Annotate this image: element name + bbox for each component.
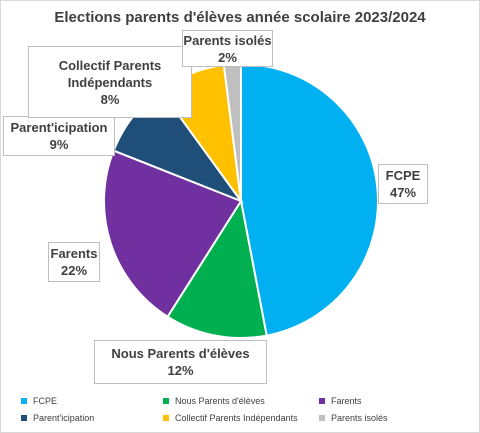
data-label-value: 8% — [100, 91, 120, 107]
data-label-value: 47% — [389, 185, 417, 200]
legend-item-collectif-parents-independants: Collectif Parents Indépendants — [163, 413, 298, 423]
legend-swatch — [21, 398, 27, 404]
pie-slice-fcpe — [240, 62, 379, 337]
data-label-nous-parents-d-eleves: Nous Parents d'élèves 12% — [94, 340, 267, 384]
legend-swatch — [163, 415, 169, 421]
data-label-name: Indépendants — [67, 74, 153, 90]
data-label-parents-isoles: Parents isolés 2% — [182, 30, 273, 67]
data-label-parent-icipation: Parent'icipation 9% — [3, 116, 115, 156]
legend-item-parent-icipation: Parent'icipation — [21, 413, 94, 423]
pie-slice-farents — [103, 149, 243, 319]
legend-label: FCPE — [33, 396, 58, 406]
legend-item-parents-isoles: Parents isolés — [319, 413, 388, 423]
data-label-farents: Farents 22% — [48, 242, 100, 282]
legend-item-fcpe: FCPE — [21, 396, 57, 406]
legend-swatch — [319, 398, 325, 404]
legend-label: Parents isolés — [331, 413, 388, 423]
data-label-name: Nous Parents d'élèves — [111, 346, 250, 361]
data-label-fcpe: FCPE 47% — [378, 164, 428, 204]
legend-item-nous-parents-d-eleves: Nous Parents d'élèves — [163, 396, 265, 406]
pie-slice-nous-parents-d-eleves — [166, 198, 268, 339]
data-label-collectif-parents-independants: Collectif Parents Indépendants 8% — [28, 46, 192, 118]
data-label-name: Parents isolés — [183, 32, 272, 48]
data-label-value: 12% — [167, 363, 194, 378]
legend-swatch — [163, 398, 169, 404]
data-label-name: Collectif Parents — [58, 57, 162, 73]
data-label-value: 2% — [218, 49, 237, 65]
data-label-value: 9% — [49, 137, 69, 152]
chart-legend: FCPE Nous Parents d'élèves Farents Parent'i… — [1, 384, 479, 429]
legend-label: Nous Parents d'élèves — [175, 396, 265, 406]
data-label-value: 22% — [60, 263, 88, 278]
legend-item-farents: Farents — [319, 396, 362, 406]
legend-label: Farents — [331, 396, 362, 406]
data-label-name: FCPE — [385, 168, 421, 183]
legend-label: Parent'icipation — [33, 413, 95, 423]
chart-title: Elections parents d'élèves année scolair… — [54, 9, 426, 26]
legend-swatch — [21, 415, 27, 421]
legend-label: Collectif Parents Indépendants — [175, 413, 298, 423]
data-label-name: Farents — [50, 246, 98, 261]
data-label-name: Parent'icipation — [10, 120, 108, 135]
legend-swatch — [319, 415, 325, 421]
